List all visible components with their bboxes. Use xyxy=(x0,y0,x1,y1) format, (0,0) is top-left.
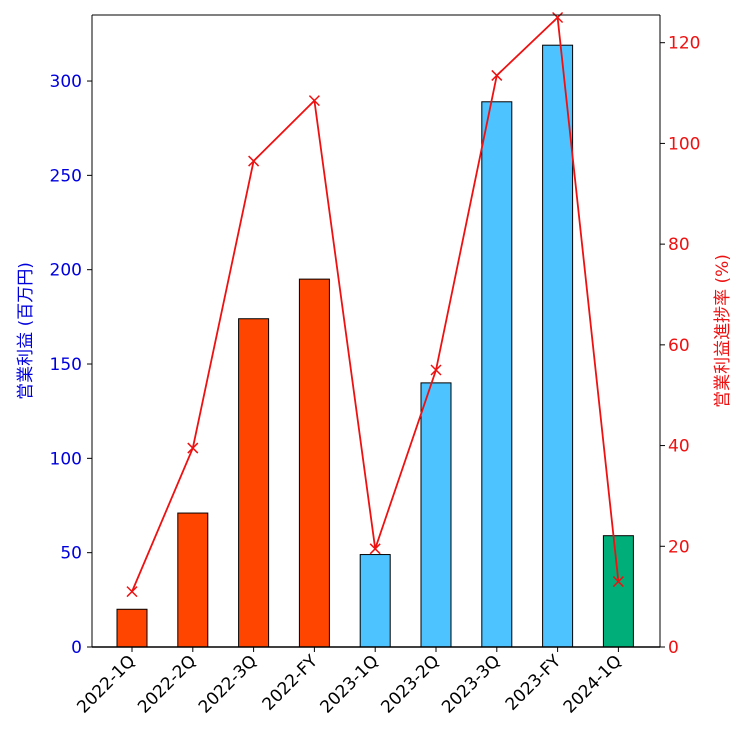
x-tick-label: 2023-FY xyxy=(502,651,566,715)
bar-2024-1Q xyxy=(602,535,634,648)
bar-2023-1Q xyxy=(359,554,391,648)
x-tick-label: 2024-1Q xyxy=(560,651,626,717)
bar-2023-FY xyxy=(542,44,574,648)
right-tick-label: 120 xyxy=(668,34,700,54)
bars-group xyxy=(116,44,634,648)
left-tick-label: 250 xyxy=(50,166,82,186)
right-tick-label: 40 xyxy=(668,437,690,457)
bar-2023-2Q xyxy=(420,382,452,648)
progress-marker-2023-FY xyxy=(552,11,564,24)
bar-2022-1Q xyxy=(116,608,148,648)
right-axis-label: 営業利益進捗率 (%) xyxy=(713,254,733,408)
right-tick-label: 80 xyxy=(668,235,690,255)
progress-marker-2022-1Q xyxy=(126,586,138,598)
right-tick-label: 60 xyxy=(668,336,690,356)
x-tick-label: 2022-1Q xyxy=(73,651,139,717)
bar-2022-3Q xyxy=(238,318,270,648)
progress-marker-2023-3Q xyxy=(491,69,503,81)
x-tick-label: 2022-2Q xyxy=(134,651,200,717)
left-tick-label: 100 xyxy=(50,449,82,469)
left-axis-label: 営業利益 (百万円) xyxy=(16,262,36,400)
left-tick-label: 150 xyxy=(50,355,82,375)
progress-marker-2022-FY xyxy=(308,95,320,107)
x-tick-label: 2022-3Q xyxy=(195,651,261,717)
bar-2022-FY xyxy=(298,278,330,648)
right-tick-label: 0 xyxy=(668,638,679,658)
x-tick-label: 2023-1Q xyxy=(317,651,383,717)
left-tick-label: 0 xyxy=(71,638,82,658)
right-tick-label: 100 xyxy=(668,134,700,154)
progress-marker-2024-1Q xyxy=(612,576,624,588)
bar-2022-2Q xyxy=(177,512,209,648)
progress-marker-2022-3Q xyxy=(248,155,260,167)
x-tick-label: 2023-2Q xyxy=(377,651,443,717)
bar-2023-3Q xyxy=(481,101,513,648)
left-tick-label: 300 xyxy=(50,72,82,92)
progress-marker-2022-2Q xyxy=(187,442,199,454)
right-tick-label: 20 xyxy=(668,537,690,557)
progress-marker-2023-1Q xyxy=(369,543,381,555)
x-tick-label: 2023-3Q xyxy=(438,651,504,717)
progress-line-group xyxy=(126,11,624,598)
left-tick-label: 200 xyxy=(50,261,82,281)
left-tick-label: 50 xyxy=(60,544,82,564)
x-tick-label: 2022-FY xyxy=(259,651,323,715)
progress-marker-2023-2Q xyxy=(430,364,442,376)
